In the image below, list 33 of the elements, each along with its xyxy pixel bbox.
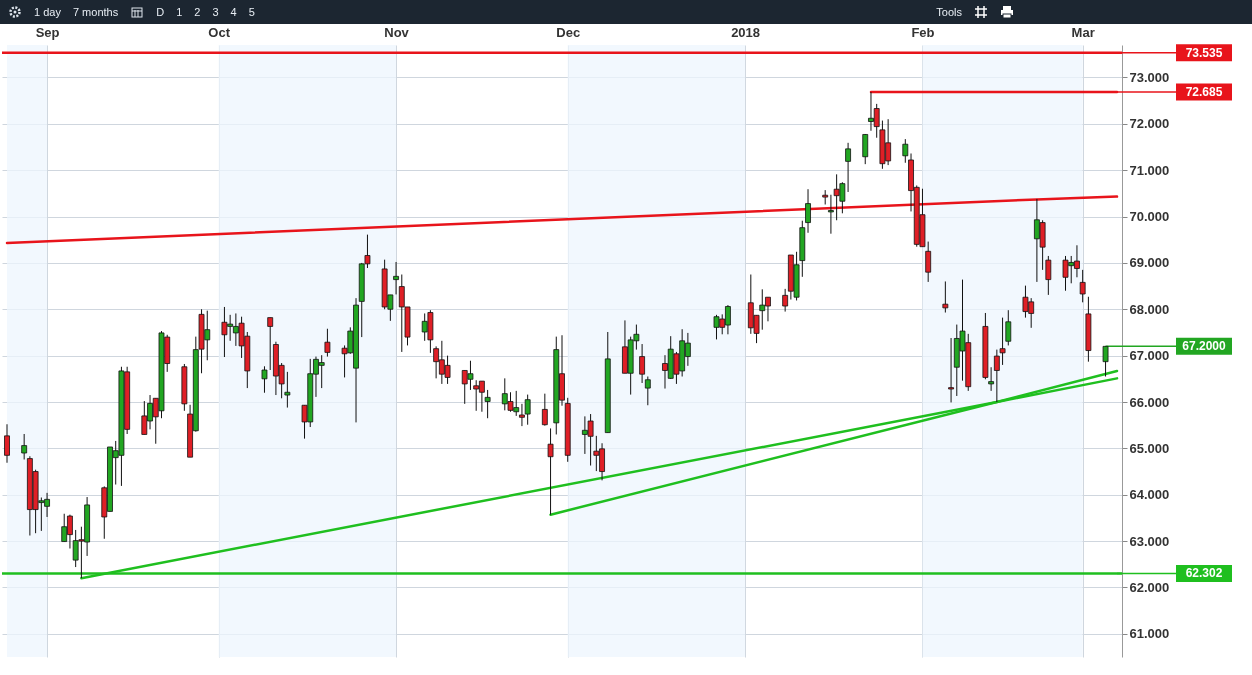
annotation: 72.685 — [1185, 85, 1223, 100]
text: Tools — [936, 6, 962, 18]
y-tick-label: 71.000 — [1129, 162, 1170, 178]
ref-line-label: 62.302 — [1185, 566, 1223, 581]
x-tick-label: Mar — [1071, 24, 1095, 40]
y-tick-label: 67.000 — [1129, 348, 1170, 364]
y-tick-label: 63.000 — [1129, 533, 1170, 549]
text: 7 months — [72, 6, 119, 18]
y-tick-label: 73.000 — [1129, 69, 1170, 85]
annotation: 67.2000 — [1182, 339, 1227, 354]
y-tick-label: 69.000 — [1129, 255, 1170, 271]
y-tick-label: 68.000 — [1129, 301, 1170, 317]
x-tick-label: Dec — [556, 24, 581, 40]
x-tick-label: 2018 — [731, 24, 761, 40]
x-tick-label: Oct — [208, 24, 231, 40]
text: 4 — [230, 6, 237, 18]
text: D — [156, 6, 165, 18]
x-tick-label: Sep — [35, 24, 60, 40]
text: 1 — [176, 6, 183, 18]
y-tick-label: 66.000 — [1129, 394, 1170, 410]
text: 5 — [248, 6, 255, 18]
text: 2 — [194, 6, 201, 18]
text: 1 day — [34, 6, 61, 18]
x-tick-label: Feb — [911, 24, 935, 40]
x-tick-label: Nov — [384, 24, 410, 40]
y-tick-label: 72.000 — [1129, 116, 1170, 132]
y-tick-label: 61.000 — [1129, 626, 1170, 642]
ref-line-label: 73.535 — [1185, 45, 1223, 60]
y-tick-label: 64.000 — [1129, 487, 1170, 503]
text: 3 — [212, 6, 219, 18]
y-tick-label: 62.000 — [1129, 579, 1170, 595]
y-tick-label: 65.000 — [1129, 440, 1170, 456]
y-tick-label: 70.000 — [1129, 209, 1170, 225]
